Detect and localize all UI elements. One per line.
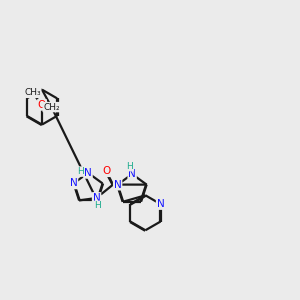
Text: O: O bbox=[102, 166, 110, 176]
Text: N: N bbox=[128, 169, 136, 179]
Text: N: N bbox=[93, 193, 101, 203]
Text: N: N bbox=[114, 180, 122, 190]
Text: H: H bbox=[77, 167, 84, 176]
Text: O: O bbox=[38, 100, 46, 110]
Text: H: H bbox=[94, 201, 101, 210]
Text: N: N bbox=[93, 196, 101, 206]
Text: N: N bbox=[70, 178, 77, 188]
Text: N: N bbox=[84, 168, 92, 178]
Text: CH₂: CH₂ bbox=[43, 103, 60, 112]
Text: H: H bbox=[127, 162, 133, 171]
Text: N: N bbox=[157, 199, 164, 209]
Text: CH₃: CH₃ bbox=[24, 88, 41, 97]
